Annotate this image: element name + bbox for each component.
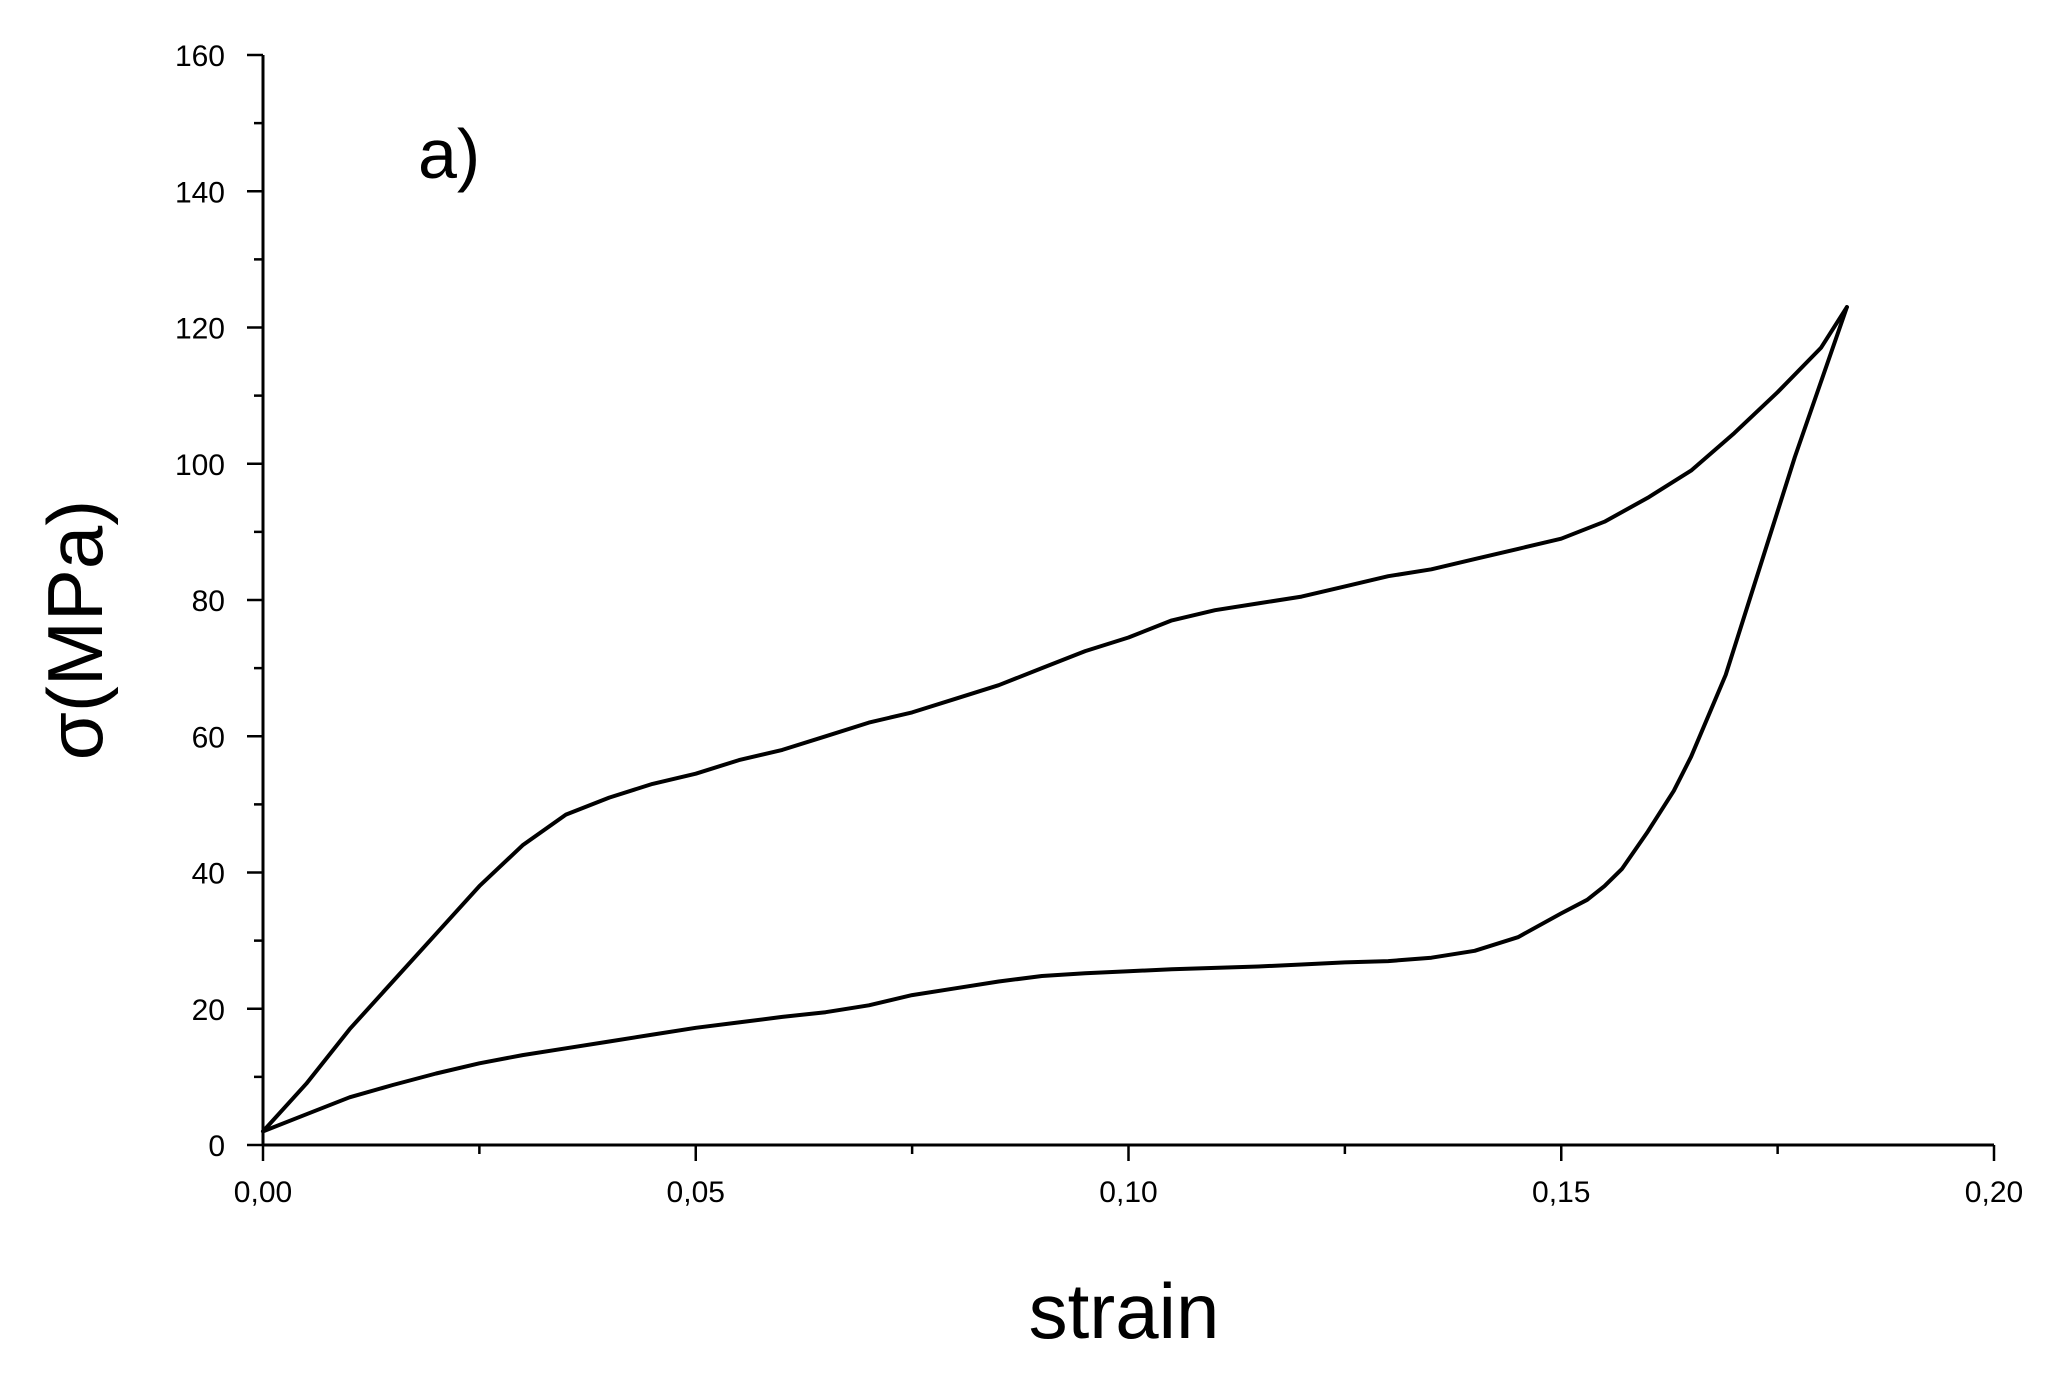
y-tick-label: 120 — [175, 313, 225, 346]
x-tick-label: 0,10 — [1099, 1176, 1157, 1209]
y-tick-label: 0 — [208, 1130, 225, 1163]
x-axis-title: strain — [1029, 1267, 1220, 1355]
y-tick-label: 160 — [175, 40, 225, 73]
tick-marks — [247, 53, 1996, 1161]
y-tick-label: 20 — [192, 994, 225, 1027]
x-tick-label: 0,00 — [234, 1176, 292, 1209]
x-tick-label: 0,05 — [667, 1176, 725, 1209]
y-tick-label: 40 — [192, 858, 225, 891]
x-tick-label: 0,20 — [1965, 1176, 2023, 1209]
x-tick-label: 0,15 — [1532, 1176, 1590, 1209]
unloading-curve — [261, 305, 1849, 1134]
axes — [261, 55, 1994, 1147]
tick-labels: 0,00 0,05 0,10 0,15 0,20 0 20 40 60 80 100 120 140 16… — [175, 40, 2023, 1209]
loading-curve — [261, 305, 1849, 1134]
y-tick-label: 60 — [192, 721, 225, 754]
y-tick-label: 80 — [192, 585, 225, 618]
y-tick-label: 100 — [175, 449, 225, 482]
data-series — [261, 305, 1849, 1134]
y-axis-title: σ(MPa) — [31, 500, 119, 760]
panel-label: a) — [418, 115, 480, 193]
y-tick-label: 140 — [175, 176, 225, 209]
